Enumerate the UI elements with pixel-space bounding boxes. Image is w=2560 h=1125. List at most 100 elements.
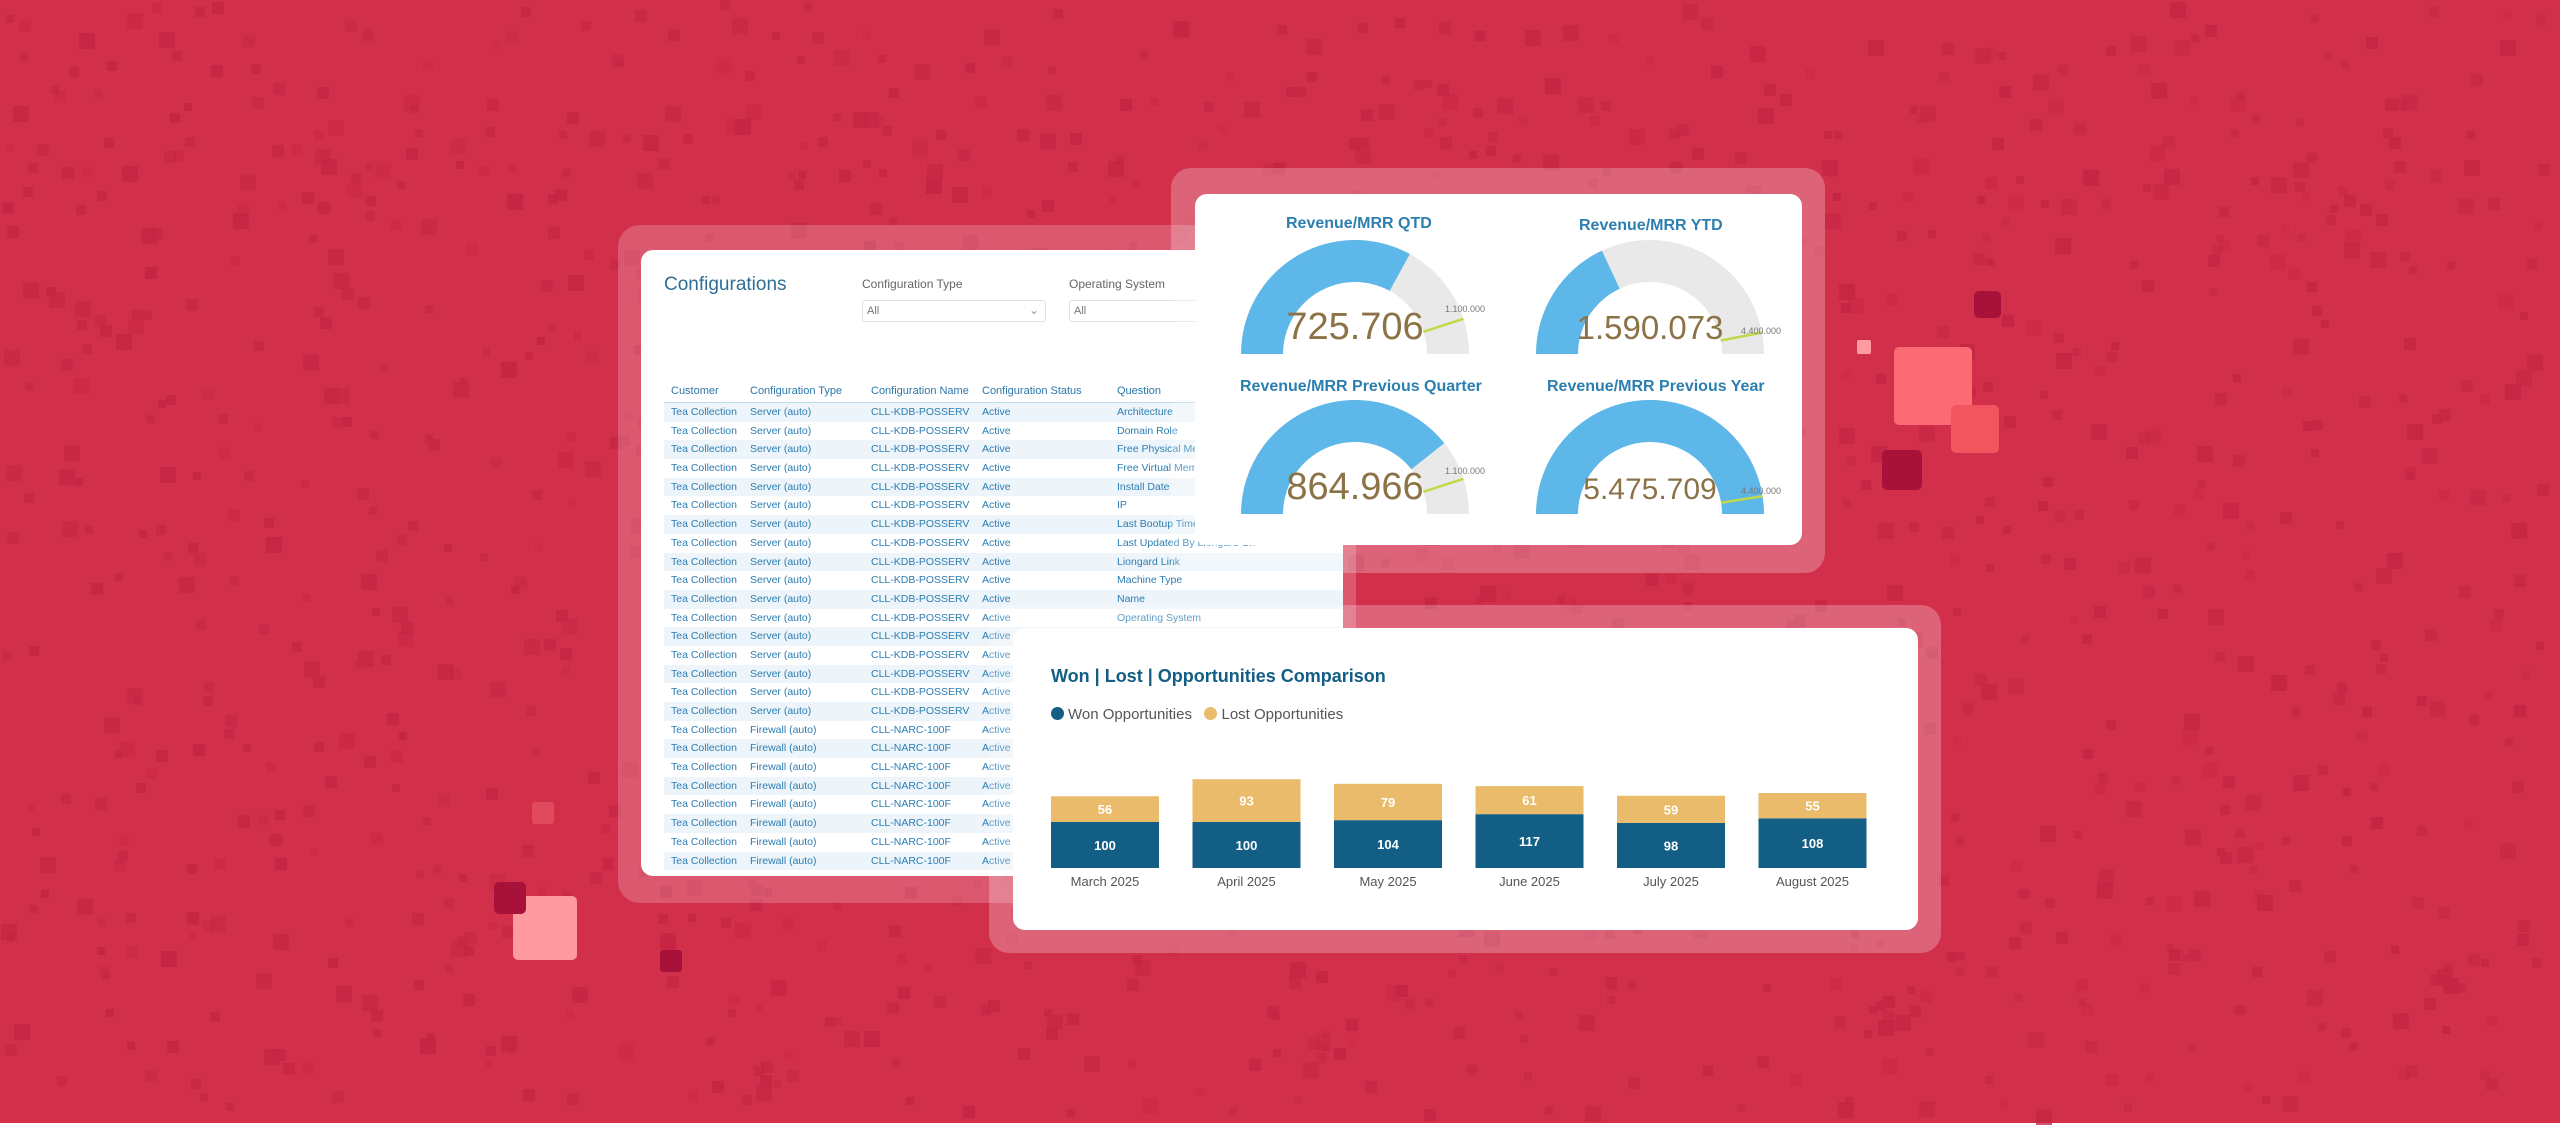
background-pixel	[1503, 591, 1511, 599]
background-pixel	[2107, 352, 2117, 362]
background-pixel	[7, 226, 19, 238]
background-pixel	[233, 213, 249, 229]
background-pixel	[1703, 1066, 1713, 1076]
background-pixel	[1321, 1043, 1329, 1051]
background-pixel	[1044, 1009, 1052, 1017]
background-pixel	[1442, 558, 1454, 570]
x-tick-label: April 2025	[1217, 874, 1276, 889]
configuration-type-dropdown[interactable]: All ⌄	[862, 300, 1046, 322]
gauge-target-label: 1.100.000	[1445, 304, 1485, 314]
background-pixel	[812, 32, 824, 44]
background-pixel	[2245, 795, 2261, 811]
column-header-configuration-name[interactable]: Configuration Name	[871, 385, 969, 397]
background-pixel	[2444, 964, 2452, 972]
table-row[interactable]: Tea Collection Server (auto) CLL-KDB-POSSE…	[664, 571, 1343, 590]
background-pixel	[1142, 1098, 1158, 1114]
table-row[interactable]: Tea Collection Server (auto) CLL-KDB-POSSE…	[664, 477, 1343, 497]
background-pixel	[952, 896, 962, 906]
background-pixel	[1514, 543, 1530, 559]
background-pixel	[615, 59, 623, 67]
background-pixel	[2432, 414, 2442, 424]
background-pixel	[2376, 214, 2388, 226]
background-pixel	[2040, 391, 2048, 399]
background-pixel	[156, 750, 168, 762]
background-pixel	[446, 597, 454, 605]
background-pixel	[2094, 606, 2106, 618]
background-pixel	[187, 912, 199, 924]
table-row[interactable]: Tea Collection Server (auto) CLL-KDB-POSSE…	[664, 589, 1343, 609]
table-cell: Firewall (auto)	[750, 835, 817, 848]
background-pixel	[1903, 192, 1913, 202]
background-pixel	[2417, 826, 2427, 836]
background-pixel	[2399, 1070, 2409, 1080]
table-cell: Active	[982, 406, 1011, 418]
background-pixel	[2094, 783, 2106, 795]
background-pixel	[2336, 521, 2344, 529]
background-pixel	[2064, 558, 2076, 570]
column-header-customer[interactable]: Customer	[671, 385, 719, 397]
table-row[interactable]: Tea Collection Firewall (auto) CLL-NARC-10…	[664, 721, 1343, 740]
background-pixel	[2219, 207, 2229, 217]
background-pixel	[2498, 293, 2514, 309]
background-pixel	[1002, 57, 1012, 67]
table-cell: Name	[1117, 592, 1146, 605]
table-row[interactable]: Tea Collection Server (auto) CLL-KDB-POSSE…	[664, 646, 1343, 665]
background-pixel	[2295, 182, 2305, 192]
background-pixel	[555, 189, 567, 201]
table-row[interactable]: Tea Collection Server (auto) CLL-KDB-POSSE…	[664, 609, 1343, 628]
table-row[interactable]: Tea Collection Server (auto) CLL-KDB-POSSE…	[664, 515, 1343, 534]
background-pixel	[1846, 456, 1856, 466]
background-pixel	[2305, 665, 2315, 675]
background-pixel	[2467, 131, 2475, 139]
background-pixel	[864, 1031, 880, 1047]
background-pixel	[1219, 126, 1227, 134]
background-pixel	[1084, 1056, 1100, 1072]
gauge-title: Revenue/MRR QTD	[1286, 215, 1432, 232]
background-pixel	[567, 112, 579, 124]
column-header-configuration-type[interactable]: Configuration Type	[750, 385, 843, 397]
x-tick-label: June 2025	[1499, 874, 1560, 889]
background-pixel	[195, 7, 205, 17]
table-row[interactable]: Tea Collection Server (auto) CLL-KDB-POSSE…	[664, 552, 1343, 572]
background-pixel	[193, 472, 201, 480]
background-pixel	[408, 521, 418, 531]
background-pixel	[1919, 426, 1935, 442]
background-pixel	[77, 899, 93, 915]
background-pixel	[258, 815, 268, 825]
table-row[interactable]: Tea Collection Server (auto) CLL-KDB-POSSE…	[664, 459, 1343, 478]
table-row[interactable]: Tea Collection Firewall (auto) CLL-NARC-10…	[664, 833, 1343, 852]
column-header-configuration-status[interactable]: Configuration Status	[982, 385, 1082, 397]
background-pixel	[2371, 640, 2381, 650]
table-row[interactable]: Tea Collection Server (auto) CLL-KDB-POSSE…	[664, 403, 1343, 422]
table-cell: Tea Collection	[671, 424, 737, 437]
table-row[interactable]: Tea Collection Server (auto) CLL-KDB-POSSE…	[664, 683, 1343, 702]
background-pixel	[1289, 977, 1301, 989]
background-pixel	[1986, 258, 1994, 266]
background-pixel	[1869, 1006, 1877, 1014]
table-row[interactable]: Tea Collection Firewall (auto) CLL-NARC-10…	[664, 795, 1343, 814]
background-pixel	[128, 319, 144, 335]
background-pixel	[702, 196, 710, 204]
background-pixel	[2208, 255, 2220, 267]
background-pixel	[755, 1004, 763, 1012]
background-pixel	[548, 227, 560, 239]
column-header-question[interactable]: Question	[1117, 385, 1162, 397]
background-pixel	[638, 867, 648, 877]
legend-lost-label[interactable]: Lost Opportunities	[1221, 706, 1344, 723]
background-pixel	[2465, 820, 2473, 828]
background-pixel	[2173, 585, 2181, 593]
table-row[interactable]: Tea Collection Server (auto) CLL-KDB-POSSE…	[664, 496, 1343, 515]
background-pixel	[1920, 991, 1932, 1003]
background-pixel	[451, 669, 461, 679]
background-pixel	[373, 1029, 381, 1037]
background-pixel	[2424, 998, 2436, 1010]
background-pixel	[2130, 261, 2138, 269]
background-pixel	[1947, 952, 1957, 962]
legend-won-label[interactable]: Won Opportunities	[1068, 706, 1192, 723]
table-row[interactable]: Tea Collection Server (auto) CLL-KDB-POSSE…	[664, 422, 1343, 441]
background-pixel	[272, 145, 284, 157]
background-pixel	[361, 574, 377, 590]
background-pixel	[345, 919, 353, 927]
table-row[interactable]: Tea Collection Firewall (auto) CLL-NARC-10…	[664, 758, 1343, 777]
table-cell: Active	[982, 424, 1011, 437]
